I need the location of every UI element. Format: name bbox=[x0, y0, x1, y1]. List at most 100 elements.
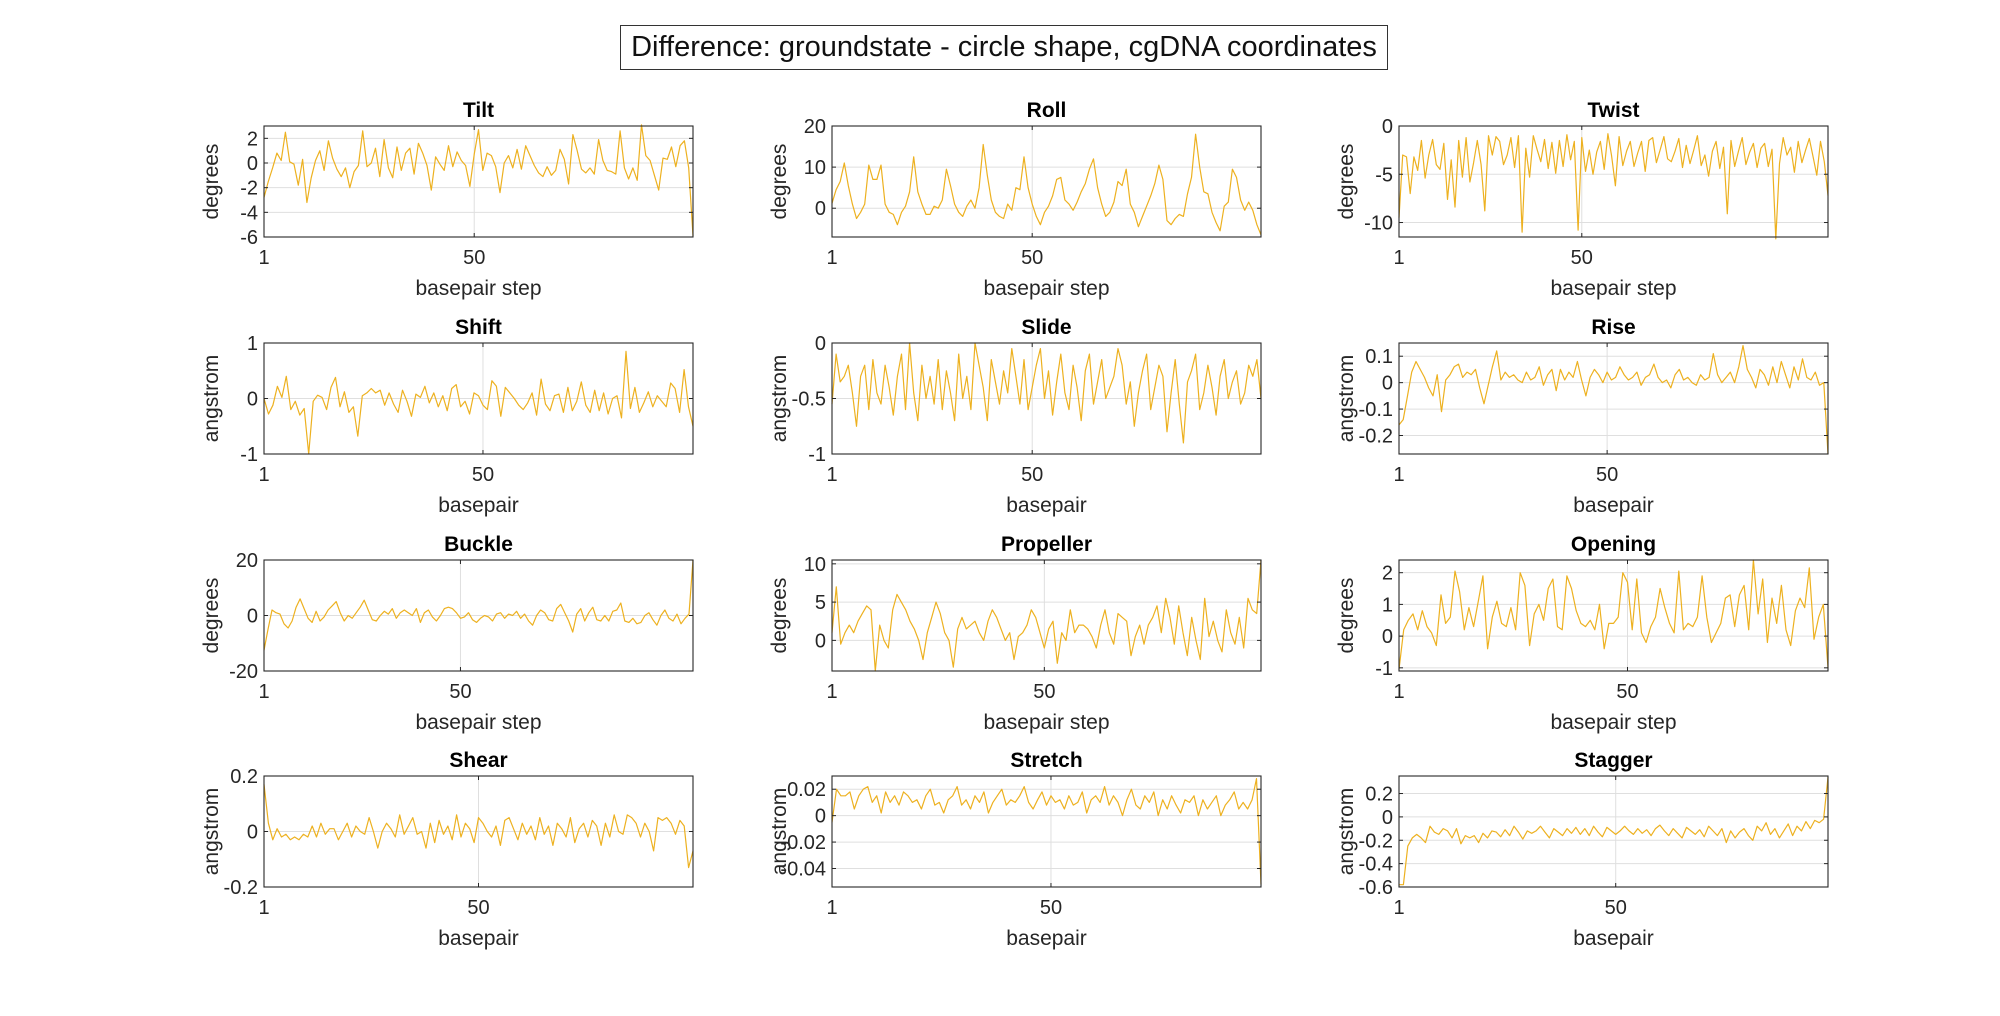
subplot-title: Shift bbox=[455, 316, 502, 339]
y-tick-label: 10 bbox=[804, 554, 826, 576]
x-axis-label: basepair bbox=[1006, 494, 1087, 517]
axes-box bbox=[263, 125, 694, 238]
subplot-title: Buckle bbox=[444, 533, 513, 556]
subplot-tilt: -6 -4-2 0 2 1 50 Tilt basepair step degrees bbox=[200, 99, 694, 300]
x-tick-label: 1 bbox=[1393, 247, 1404, 269]
y-tick-label: -0.2 bbox=[1359, 426, 1393, 448]
plot-area bbox=[832, 776, 1261, 887]
x-tick-label: 50 bbox=[1021, 464, 1043, 486]
data-line-shear bbox=[263, 784, 694, 869]
axes-box bbox=[831, 125, 1262, 238]
plot-area bbox=[1399, 560, 1828, 671]
y-tick-label: -0.02 bbox=[780, 832, 826, 854]
y-tick-label: -0.4 bbox=[1359, 854, 1393, 876]
x-tick-label: 50 bbox=[449, 681, 471, 703]
axes-box bbox=[1398, 125, 1829, 238]
y-tick-label: -0.6 bbox=[1359, 877, 1393, 899]
y-tick-label: 0.2 bbox=[230, 766, 258, 788]
y-axis-label: degrees bbox=[1335, 578, 1358, 654]
x-axis-label: basepair bbox=[438, 927, 519, 950]
x-tick-label: 1 bbox=[258, 681, 269, 703]
subplot-title: Slide bbox=[1021, 316, 1071, 339]
subplot-stagger: -0.6-0.4-0.200.2 1 50 Stagger basepair angstr… bbox=[1335, 749, 1829, 950]
subplot-title: Tilt bbox=[463, 99, 494, 122]
x-axis-label: basepair bbox=[1573, 927, 1654, 950]
x-tick-label: 50 bbox=[472, 464, 494, 486]
y-tick-label: -20 bbox=[229, 661, 258, 683]
subplot-propeller: 0 5 10 1 50 Propeller basepair step degrees bbox=[768, 533, 1262, 734]
x-tick-label: 50 bbox=[1040, 897, 1062, 919]
y-tick-label: 0 bbox=[815, 333, 826, 355]
y-tick-label: 0 bbox=[1382, 626, 1393, 648]
x-axis-label: basepair step bbox=[415, 711, 541, 734]
y-tick-label: 0 bbox=[1382, 373, 1393, 395]
plot-area bbox=[832, 560, 1261, 671]
subplot-shear: -0.2 0 0.2 1 50 Shear basepair angstrom bbox=[200, 749, 694, 950]
x-tick-label: 1 bbox=[258, 897, 269, 919]
subplot-roll: 0 10 20 1 50 Roll basepair step degrees bbox=[768, 99, 1262, 300]
axes-box bbox=[1398, 775, 1829, 888]
subplot-buckle: -20 0 20 1 50 Buckle basepair step degrees bbox=[200, 533, 694, 734]
y-axis-label: angstrom bbox=[200, 788, 223, 876]
y-tick-label: 10 bbox=[804, 157, 826, 179]
plot-area bbox=[1399, 776, 1828, 887]
x-tick-label: 50 bbox=[1596, 464, 1618, 486]
x-tick-label: 1 bbox=[826, 464, 837, 486]
x-tick-label: 50 bbox=[1616, 681, 1638, 703]
data-line-roll bbox=[831, 133, 1262, 236]
subplot-opening: -1 0 1 2 1 50 Opening basepair step degrees bbox=[1335, 533, 1829, 734]
data-line-buckle bbox=[263, 559, 694, 651]
subplot-title: Opening bbox=[1571, 533, 1656, 556]
y-tick-label: -5 bbox=[1375, 164, 1393, 186]
y-tick-label: 2 bbox=[1382, 563, 1393, 585]
subplot-title: Twist bbox=[1587, 99, 1639, 122]
x-axis-label: basepair bbox=[1006, 927, 1087, 950]
x-tick-label: 1 bbox=[258, 247, 269, 269]
subplot-title: Stagger bbox=[1574, 749, 1652, 772]
x-tick-label: 1 bbox=[826, 247, 837, 269]
axes-box bbox=[831, 775, 1262, 888]
y-axis-label: angstrom bbox=[1335, 788, 1358, 876]
y-axis-label: degrees bbox=[768, 144, 791, 220]
y-tick-label: 0.1 bbox=[1365, 346, 1393, 368]
y-tick-label: 20 bbox=[804, 116, 826, 138]
y-axis-label: degrees bbox=[200, 578, 223, 654]
subplot-title: Propeller bbox=[1001, 533, 1092, 556]
y-tick-label: 0.02 bbox=[787, 779, 826, 801]
x-tick-label: 50 bbox=[1571, 247, 1593, 269]
data-line-stretch bbox=[831, 777, 1262, 885]
data-line-tilt bbox=[263, 124, 694, 236]
y-tick-label: 20 bbox=[236, 550, 258, 572]
y-tick-label: 0 bbox=[247, 389, 258, 411]
x-tick-label: 50 bbox=[1021, 247, 1043, 269]
data-line-rise bbox=[1398, 345, 1829, 455]
y-axis-label: degrees bbox=[768, 578, 791, 654]
y-tick-label: 0 bbox=[815, 630, 826, 652]
plot-area bbox=[832, 126, 1261, 237]
y-tick-label: -4 bbox=[240, 202, 258, 224]
subplot-title: Rise bbox=[1591, 316, 1635, 339]
y-tick-label: 0 bbox=[247, 153, 258, 175]
y-axis-label: angstrom bbox=[768, 788, 791, 876]
y-axis-label: degrees bbox=[1335, 144, 1358, 220]
figure-title: Difference: groundstate - circle shape, … bbox=[620, 25, 1388, 70]
x-axis-label: basepair step bbox=[415, 277, 541, 300]
data-line-opening bbox=[1398, 559, 1829, 670]
subplot-shift: -1 0 1 1 50 Shift basepair angstrom bbox=[200, 316, 694, 517]
plot-area bbox=[1399, 343, 1828, 454]
axes-box bbox=[1398, 559, 1829, 672]
y-axis-label: angstrom bbox=[768, 355, 791, 443]
x-tick-label: 1 bbox=[1393, 464, 1404, 486]
y-tick-label: -1 bbox=[1375, 658, 1393, 680]
subplot-slide: -1 -0.5 0 1 50 Slide basepair angstrom bbox=[768, 316, 1262, 517]
y-tick-label: 0 bbox=[1382, 116, 1393, 138]
x-tick-label: 1 bbox=[826, 681, 837, 703]
y-tick-label: -2 bbox=[240, 178, 258, 200]
x-axis-label: basepair bbox=[1573, 494, 1654, 517]
x-axis-label: basepair step bbox=[1550, 711, 1676, 734]
subplot-title: Shear bbox=[449, 749, 507, 772]
x-tick-label: 1 bbox=[826, 897, 837, 919]
plot-area bbox=[1399, 126, 1828, 237]
y-tick-label: 0 bbox=[247, 822, 258, 844]
y-tick-label: -6 bbox=[240, 227, 258, 249]
